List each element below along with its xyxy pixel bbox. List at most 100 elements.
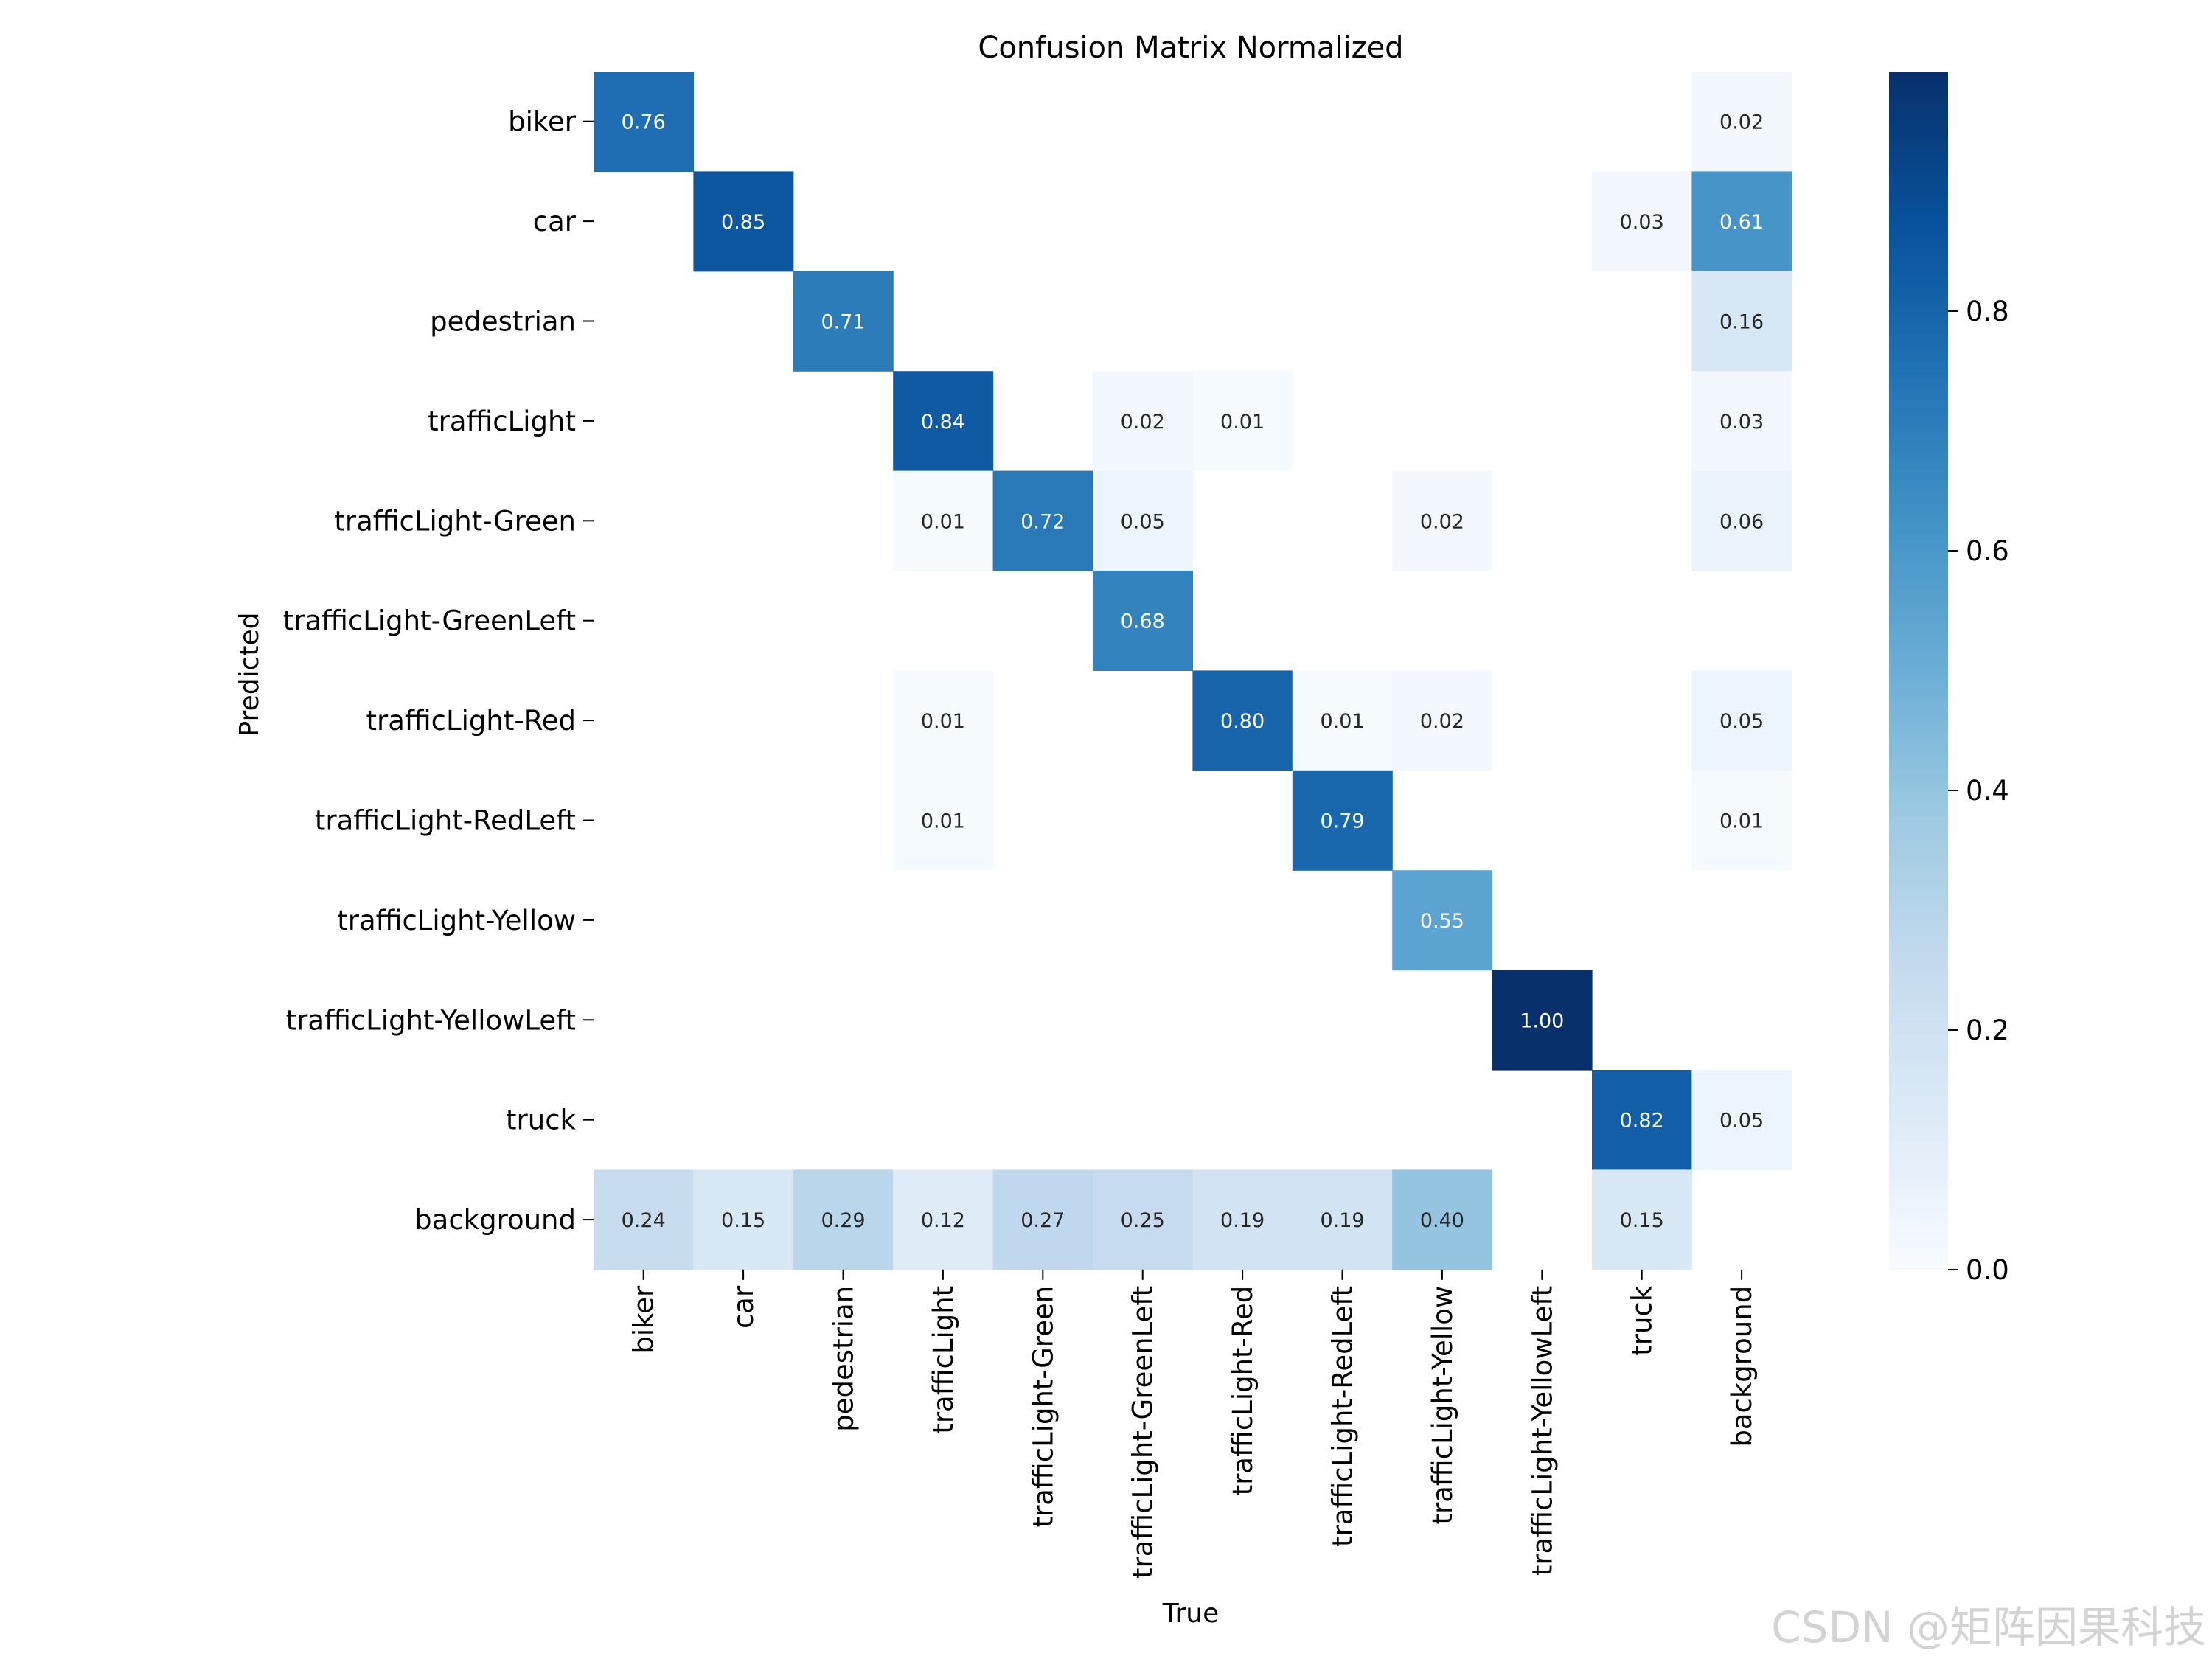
cell-value-label: 0.02 xyxy=(1121,411,1165,434)
heatmap-cell xyxy=(1691,1070,1792,1170)
cell-value-label: 0.06 xyxy=(1719,510,1764,533)
heatmap-cell xyxy=(893,371,994,472)
cell-value-label: 0.55 xyxy=(1420,910,1464,933)
cell-value-label: 0.02 xyxy=(1420,710,1464,733)
y-tick-label: car xyxy=(533,206,577,237)
heatmap-cell xyxy=(1093,470,1193,571)
x-tick-label: biker xyxy=(628,1285,660,1354)
cell-value-label: 0.61 xyxy=(1719,211,1764,234)
cell-value-label: 0.01 xyxy=(1719,810,1764,833)
heatmap-cell xyxy=(1691,770,1792,871)
cell-value-label: 0.80 xyxy=(1220,710,1265,733)
heatmap-cell xyxy=(1691,72,1792,172)
heatmap-cell xyxy=(693,171,794,272)
x-tick-label: trafficLight-YellowLeft xyxy=(1526,1286,1558,1576)
cell-value-label: 0.01 xyxy=(921,810,965,833)
cell-value-label: 0.01 xyxy=(921,710,965,733)
heatmap-cell xyxy=(793,271,894,372)
colorbar-tick-label: 0.0 xyxy=(1966,1254,2009,1286)
y-tick-label: trafficLight-Red xyxy=(366,705,577,737)
y-axis-ticks: biker car pedestrian trafficLight trafficLig… xyxy=(283,106,594,1236)
y-tick-label: trafficLight-RedLeft xyxy=(315,805,576,837)
cell-value-label: 0.71 xyxy=(821,311,865,334)
heatmap-cell xyxy=(1093,1169,1193,1270)
heatmap-cell xyxy=(1093,371,1193,472)
cell-value-label: 1.00 xyxy=(1520,1009,1564,1032)
heatmap-cell xyxy=(1691,171,1792,272)
cell-value-label: 0.82 xyxy=(1620,1110,1664,1133)
y-tick-label: trafficLight-GreenLeft xyxy=(283,605,576,637)
heatmap-cell xyxy=(992,470,1093,571)
cell-value-label: 0.40 xyxy=(1420,1209,1464,1232)
cell-value-label: 0.84 xyxy=(921,411,965,434)
cell-value-label: 0.05 xyxy=(1121,510,1165,533)
heatmap-cell xyxy=(1292,770,1393,871)
heatmap-cell xyxy=(1392,870,1493,971)
heatmap-cell xyxy=(1691,371,1792,472)
colorbar-ticks: 0.0 0.2 0.4 0.6 0.8 xyxy=(1948,296,2009,1286)
heatmap-cell xyxy=(1192,371,1293,472)
cell-value-label: 0.19 xyxy=(1220,1209,1265,1232)
cell-value-label: 0.05 xyxy=(1719,1110,1764,1133)
cell-value-label: 0.02 xyxy=(1719,111,1764,134)
cell-value-label: 0.01 xyxy=(921,510,965,533)
x-axis-label: True xyxy=(1162,1599,1219,1629)
cell-value-label: 0.01 xyxy=(1220,411,1265,434)
x-tick-label: background xyxy=(1726,1286,1758,1447)
cell-value-label: 0.76 xyxy=(622,111,666,134)
heatmap-cell xyxy=(1392,470,1493,571)
colorbar-tick-label: 0.2 xyxy=(1966,1015,2009,1046)
heatmap-cell xyxy=(1392,1169,1493,1270)
y-tick-label: trafficLight-YellowLeft xyxy=(286,1004,576,1036)
heatmap-cell xyxy=(893,770,994,871)
heatmap-cell xyxy=(1592,171,1692,272)
heatmap-cell xyxy=(1691,670,1792,771)
cell-value-label: 0.68 xyxy=(1121,611,1165,633)
cell-value-label: 0.15 xyxy=(1620,1209,1664,1232)
cell-value-label: 0.15 xyxy=(721,1209,765,1232)
x-tick-label: truck xyxy=(1627,1285,1658,1356)
heatmap-cell xyxy=(1292,1169,1393,1270)
heatmap-cell xyxy=(1691,470,1792,571)
heatmap-cell xyxy=(1292,670,1393,771)
cell-value-label: 0.85 xyxy=(721,211,765,234)
heatmap-cell xyxy=(1592,1070,1692,1170)
heatmap-cell xyxy=(1392,670,1493,771)
x-tick-label: trafficLight-Green xyxy=(1027,1286,1059,1528)
cell-value-label: 0.16 xyxy=(1719,311,1764,334)
y-axis-label: Predicted xyxy=(234,613,265,737)
x-tick-label: trafficLight-GreenLeft xyxy=(1127,1286,1159,1579)
cell-value-label: 0.03 xyxy=(1719,411,1764,434)
colorbar-tick-label: 0.4 xyxy=(1966,775,2009,807)
watermark: CSDN @矩阵因果科技 xyxy=(1771,1602,2206,1652)
y-tick-label: trafficLight-Green xyxy=(334,505,576,537)
cell-value-label: 0.12 xyxy=(921,1209,965,1232)
heatmap-cell xyxy=(1592,1169,1692,1270)
heatmap-cell xyxy=(1192,670,1293,771)
cell-value-label: 0.03 xyxy=(1620,211,1664,234)
cell-value-label: 0.19 xyxy=(1320,1209,1364,1232)
cell-value-label: 0.01 xyxy=(1320,710,1364,733)
x-tick-label: pedestrian xyxy=(828,1286,860,1432)
x-tick-label: trafficLight-Yellow xyxy=(1427,1286,1458,1525)
x-tick-label: car xyxy=(728,1285,759,1329)
heatmap-cell xyxy=(893,470,994,571)
cell-value-label: 0.27 xyxy=(1020,1209,1065,1232)
heatmap-cell xyxy=(693,1169,794,1270)
cell-value-label: 0.72 xyxy=(1020,510,1065,533)
heatmap-cell xyxy=(594,1169,694,1270)
x-tick-label: trafficLight xyxy=(928,1286,959,1434)
cell-value-label: 0.25 xyxy=(1121,1209,1165,1232)
x-axis-ticks: biker car pedestrian trafficLight trafficLig… xyxy=(628,1269,1758,1579)
heatmap-cell xyxy=(1492,970,1593,1071)
y-tick-label: truck xyxy=(506,1105,577,1136)
heatmap-cell xyxy=(793,1169,894,1270)
heatmap-cell xyxy=(893,670,994,771)
heatmap-cell xyxy=(1691,271,1792,372)
x-tick-label: trafficLight-RedLeft xyxy=(1327,1286,1359,1547)
heatmap-cell xyxy=(1093,571,1193,671)
cell-value-label: 0.05 xyxy=(1719,710,1764,733)
y-tick-label: background xyxy=(414,1204,576,1236)
